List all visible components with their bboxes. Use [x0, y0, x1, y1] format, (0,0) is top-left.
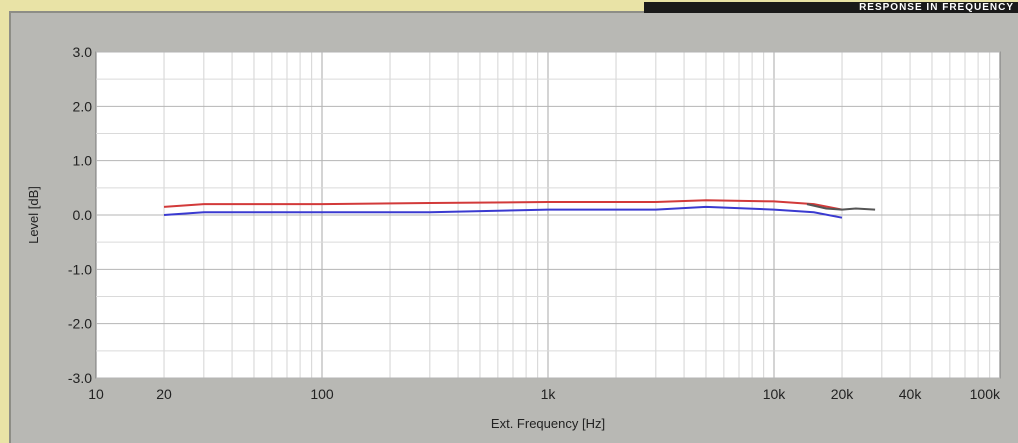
y-tick-label: 0.0 [73, 207, 93, 223]
page-header-title: RESPONSE IN FREQUENCY [644, 2, 1018, 13]
x-tick-label: 10k [763, 386, 787, 402]
y-tick-label: 2.0 [73, 98, 93, 114]
x-tick-label: 100k [970, 386, 1001, 402]
x-axis-label: Ext. Frequency [Hz] [491, 416, 605, 431]
x-tick-label: 20k [831, 386, 855, 402]
y-axis-label: Level [dB] [26, 186, 41, 244]
y-tick-label: 1.0 [73, 153, 93, 169]
x-tick-label: 40k [899, 386, 923, 402]
y-tick-label: -1.0 [68, 261, 92, 277]
x-axis-ticks: 10 20 100 1k 10k 20k 40k 100k [88, 386, 1001, 402]
series-line-2 [163, 205, 843, 219]
x-tick-label: 1k [541, 386, 557, 402]
x-tick-label: 100 [310, 386, 334, 402]
y-axis-ticks: 3.0 2.0 1.0 0.0 -1.0 -2.0 -3.0 [68, 44, 92, 386]
x-tick-label: 20 [156, 386, 172, 402]
series-line-3 [806, 203, 876, 211]
y-tick-label: -3.0 [68, 370, 92, 386]
x-tick-label: 10 [88, 386, 104, 402]
y-tick-label: 3.0 [73, 44, 93, 60]
data-series [163, 199, 876, 219]
grid-lines [96, 51, 1000, 379]
series-line-1 [163, 199, 843, 211]
y-tick-label: -2.0 [68, 316, 92, 332]
